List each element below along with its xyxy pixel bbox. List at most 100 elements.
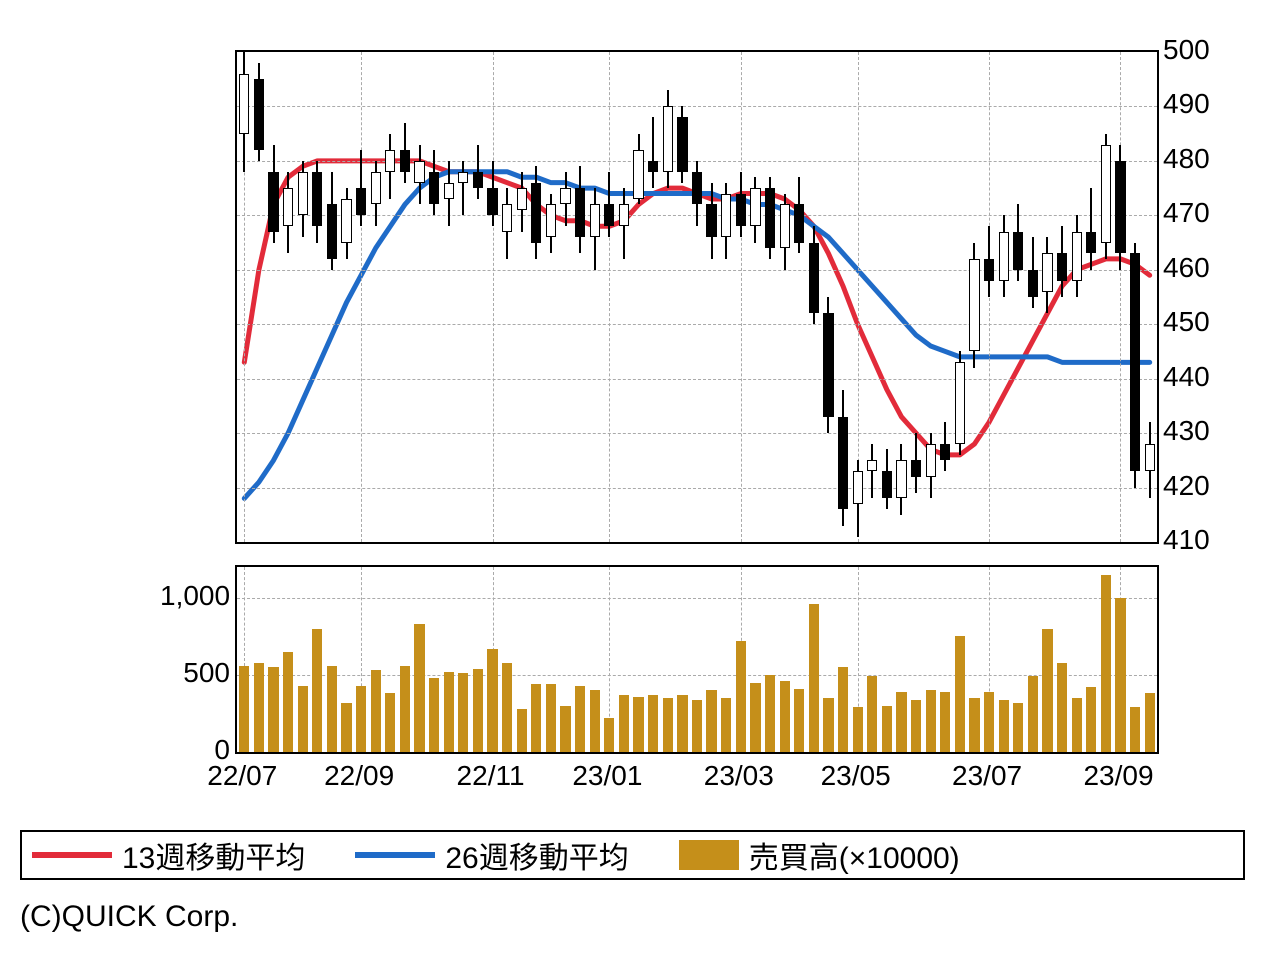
candle bbox=[867, 52, 877, 542]
volume-bar bbox=[1145, 693, 1155, 752]
volume-bar bbox=[663, 698, 673, 752]
volume-bar bbox=[517, 709, 527, 752]
price-chart bbox=[235, 50, 1159, 544]
candle bbox=[721, 52, 731, 542]
price-y-label: 460 bbox=[1163, 252, 1210, 284]
candle bbox=[1057, 52, 1067, 542]
candle bbox=[444, 52, 454, 542]
candle bbox=[999, 52, 1009, 542]
volume-bar bbox=[341, 703, 351, 752]
candle bbox=[560, 52, 570, 542]
volume-bar bbox=[1101, 575, 1111, 752]
candle bbox=[1072, 52, 1082, 542]
candle bbox=[312, 52, 322, 542]
volume-bar bbox=[239, 666, 249, 752]
volume-bar bbox=[575, 686, 585, 752]
candle bbox=[794, 52, 804, 542]
candle bbox=[838, 52, 848, 542]
candle bbox=[736, 52, 746, 542]
volume-bar bbox=[926, 690, 936, 752]
volume-bar bbox=[750, 683, 760, 752]
candle bbox=[619, 52, 629, 542]
volume-y-label: 500 bbox=[160, 657, 230, 689]
volume-bar bbox=[268, 667, 278, 752]
volume-bar bbox=[385, 693, 395, 752]
candle bbox=[706, 52, 716, 542]
candle bbox=[1130, 52, 1140, 542]
volume-bar bbox=[531, 684, 541, 752]
candle bbox=[1101, 52, 1111, 542]
volume-bar bbox=[327, 666, 337, 752]
candle bbox=[298, 52, 308, 542]
x-axis-label: 23/05 bbox=[821, 760, 891, 792]
volume-bar bbox=[1115, 598, 1125, 752]
volume-bar bbox=[1072, 698, 1082, 752]
candle bbox=[809, 52, 819, 542]
candle bbox=[327, 52, 337, 542]
candle bbox=[780, 52, 790, 542]
volume-bar bbox=[619, 695, 629, 752]
volume-bar bbox=[823, 698, 833, 752]
volume-bar bbox=[604, 718, 614, 752]
volume-bar bbox=[444, 672, 454, 752]
volume-bar bbox=[283, 652, 293, 752]
volume-bar bbox=[414, 624, 424, 752]
volume-bar bbox=[692, 700, 702, 752]
candle bbox=[633, 52, 643, 542]
volume-chart bbox=[235, 565, 1159, 754]
legend-volume-swatch bbox=[679, 840, 739, 870]
candle bbox=[1013, 52, 1023, 542]
volume-bar bbox=[955, 636, 965, 752]
volume-bar bbox=[546, 684, 556, 752]
volume-bar bbox=[853, 707, 863, 752]
legend-ma13-label: 13週移動平均 bbox=[122, 833, 305, 877]
candle bbox=[926, 52, 936, 542]
volume-bar bbox=[502, 663, 512, 752]
candle bbox=[502, 52, 512, 542]
candle bbox=[896, 52, 906, 542]
volume-bar bbox=[560, 706, 570, 752]
volume-bar bbox=[1013, 703, 1023, 752]
copyright: (C)QUICK Corp. bbox=[20, 900, 238, 934]
candle bbox=[473, 52, 483, 542]
volume-bar bbox=[896, 692, 906, 752]
legend-volume-label: 売買高(×10000) bbox=[749, 833, 960, 877]
candle bbox=[604, 52, 614, 542]
volume-bar bbox=[1042, 629, 1052, 752]
price-y-label: 480 bbox=[1163, 143, 1210, 175]
volume-bar bbox=[473, 669, 483, 752]
candle bbox=[414, 52, 424, 542]
x-axis-label: 22/09 bbox=[324, 760, 394, 792]
volume-bar bbox=[1028, 676, 1038, 752]
volume-y-label: 1,000 bbox=[160, 580, 230, 612]
legend-volume: 売買高(×10000) bbox=[679, 833, 960, 877]
candle bbox=[341, 52, 351, 542]
volume-bar bbox=[969, 698, 979, 752]
x-axis-label: 23/03 bbox=[704, 760, 774, 792]
volume-bar bbox=[400, 666, 410, 752]
candle bbox=[546, 52, 556, 542]
candle bbox=[531, 52, 541, 542]
candle bbox=[239, 52, 249, 542]
legend: 13週移動平均 26週移動平均 売買高(×10000) bbox=[20, 830, 1245, 880]
volume-bar bbox=[809, 604, 819, 752]
candle bbox=[882, 52, 892, 542]
volume-bar bbox=[838, 667, 848, 752]
price-y-label: 490 bbox=[1163, 88, 1210, 120]
candle bbox=[590, 52, 600, 542]
candle bbox=[750, 52, 760, 542]
candle bbox=[400, 52, 410, 542]
candle bbox=[385, 52, 395, 542]
candle bbox=[969, 52, 979, 542]
volume-bar bbox=[882, 706, 892, 752]
volume-bar bbox=[984, 692, 994, 752]
candle bbox=[1042, 52, 1052, 542]
legend-ma13-swatch bbox=[32, 852, 112, 858]
volume-bar bbox=[911, 700, 921, 752]
candle bbox=[692, 52, 702, 542]
candle bbox=[648, 52, 658, 542]
price-y-label: 470 bbox=[1163, 197, 1210, 229]
candle bbox=[1028, 52, 1038, 542]
volume-bar bbox=[765, 675, 775, 752]
volume-bar bbox=[867, 676, 877, 752]
